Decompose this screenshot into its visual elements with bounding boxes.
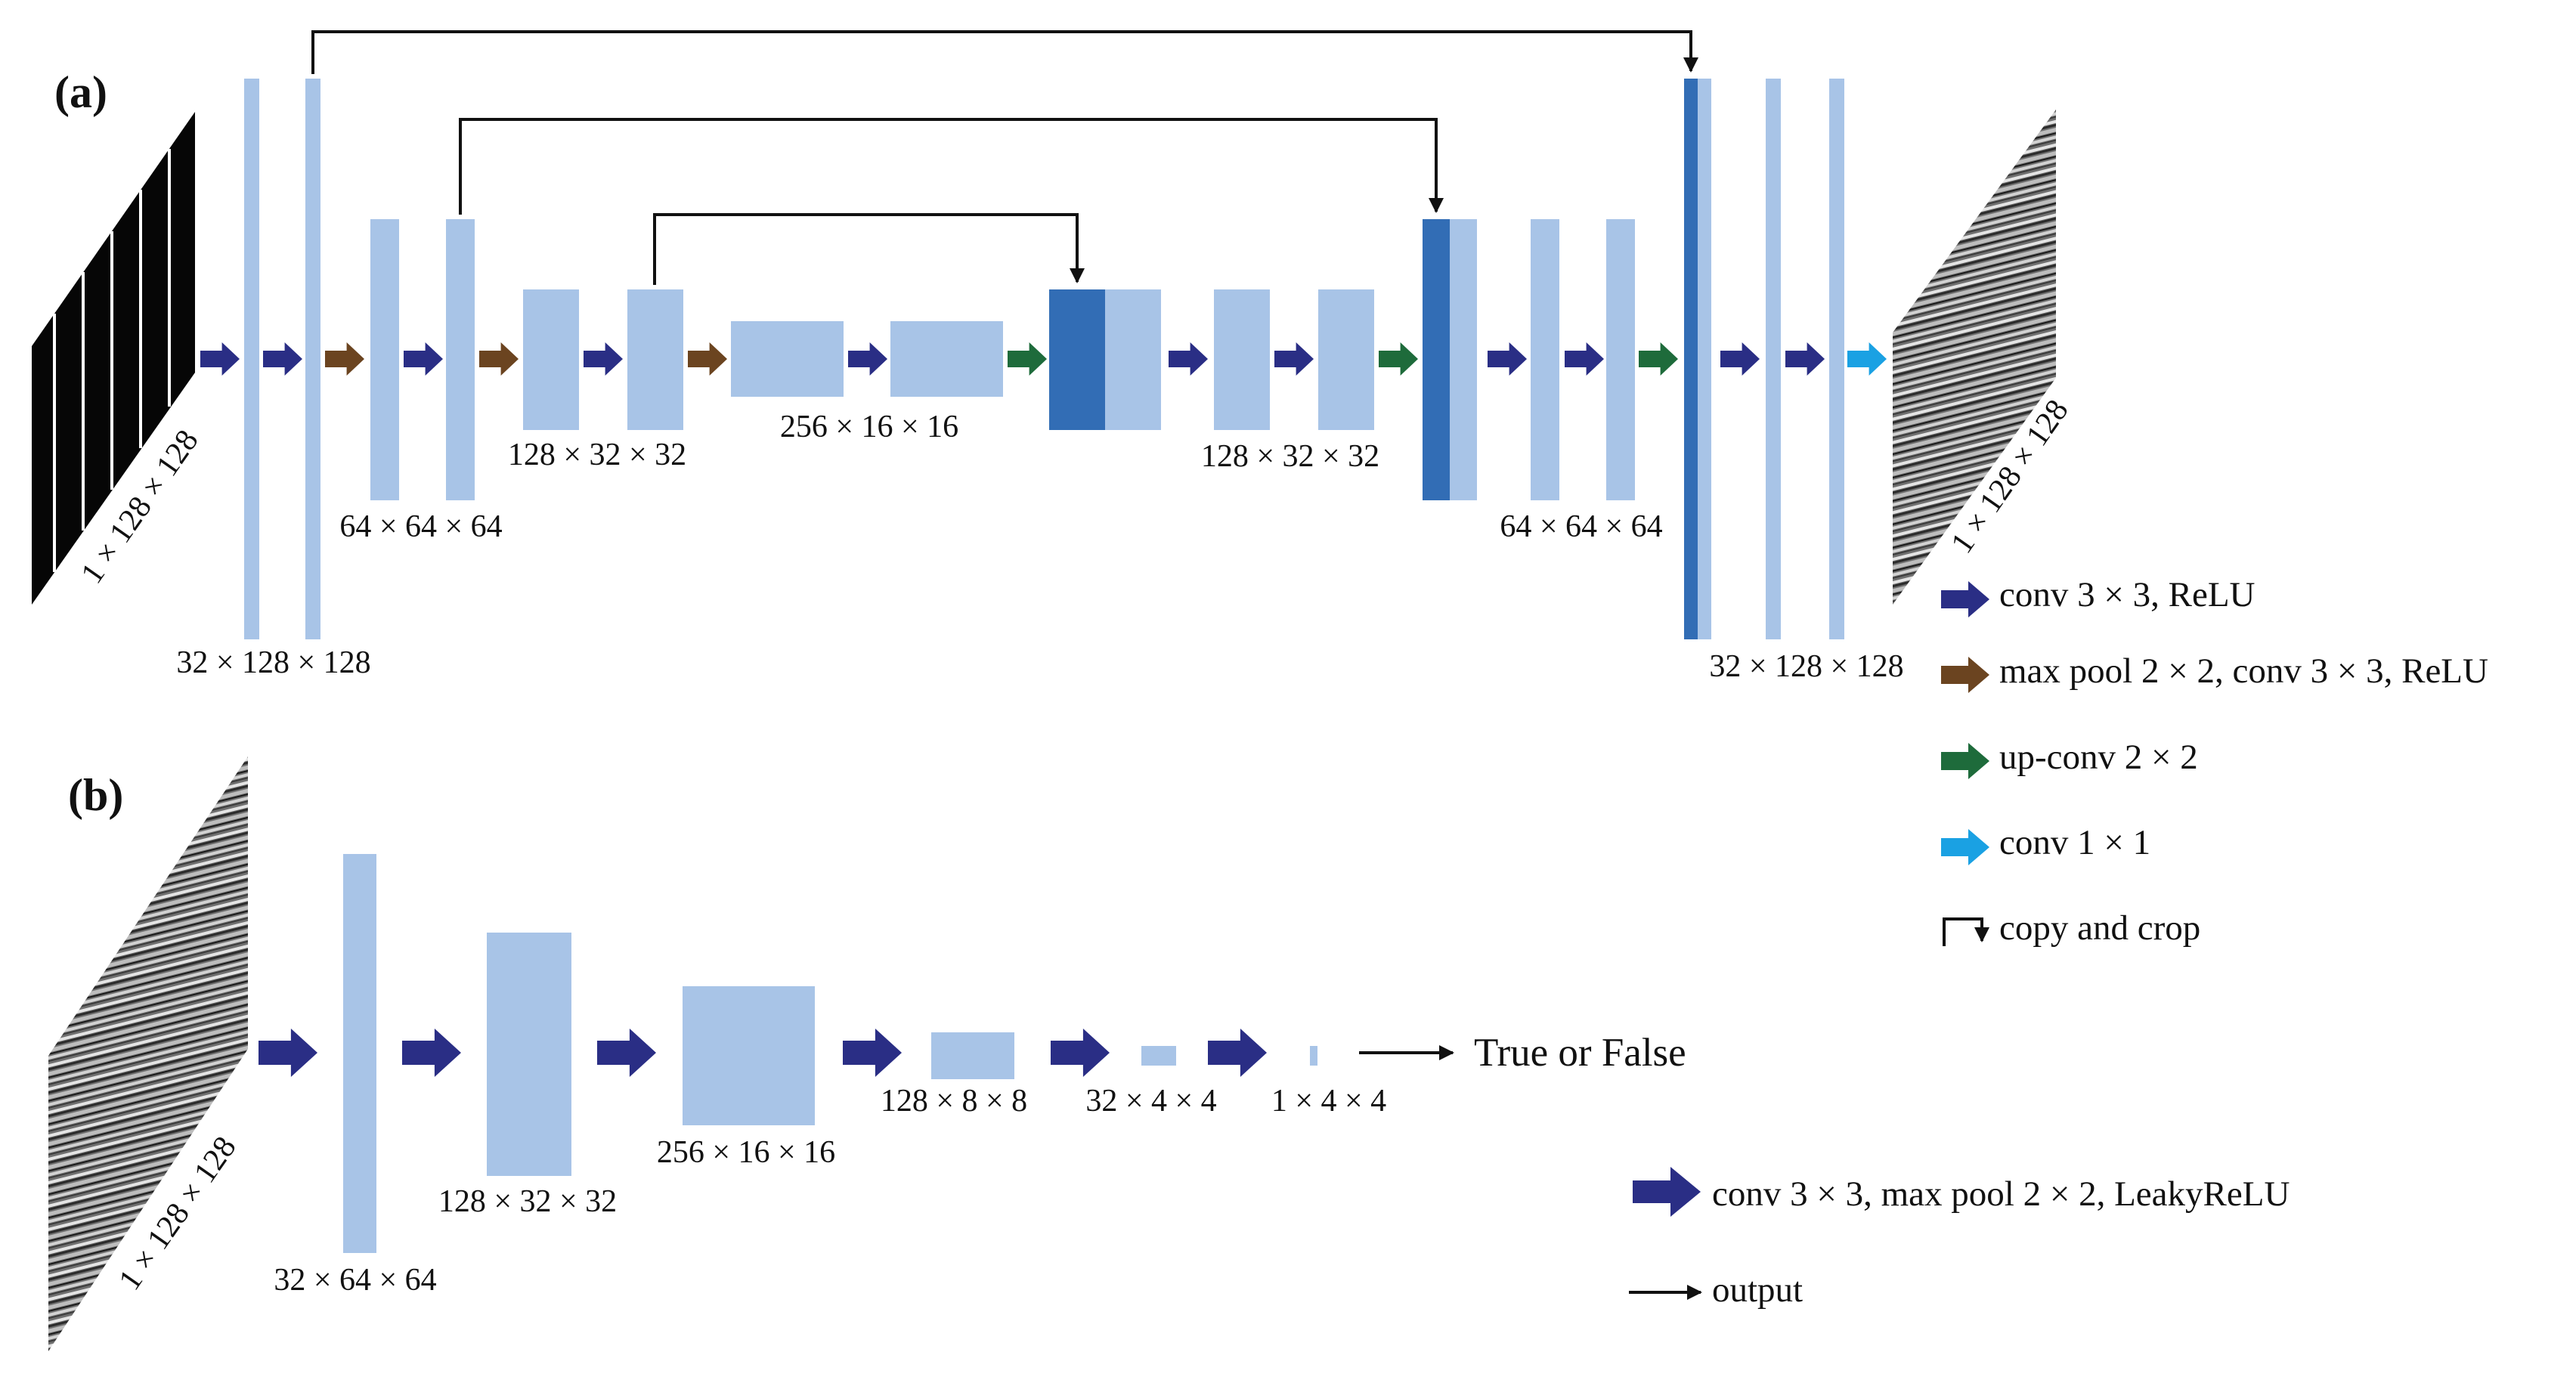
disc-feature-map-1 (343, 854, 376, 1253)
conv-arrow-icon-6 (584, 342, 623, 376)
feature-map-enc1b (305, 79, 320, 639)
feature-map-dec2a (1531, 219, 1559, 500)
conv-arrow-icon-16 (1720, 342, 1760, 376)
legend-conv-pool-label: conv 3 × 3, max pool 2 × 2, LeakyReLU (1712, 1174, 2290, 1214)
panel-b: (b) 1 × 128 × 128 32 × 64 × 64 128 × 32 … (48, 756, 2290, 1351)
input-seismic-image (48, 756, 248, 1351)
panel-b-operation-arrows (259, 1029, 1267, 1077)
input-mask-image (32, 112, 195, 605)
dec2-dim-label: 64 × 64 × 64 (1500, 509, 1662, 544)
upconv-feature-map-dec3 (1105, 289, 1161, 430)
feature-map-enc2a (370, 219, 399, 500)
conv-arrow-icon-1 (200, 342, 240, 376)
conv-pool-arrow-icon-6 (1208, 1029, 1267, 1077)
conv-pool-arrow-icon-1 (259, 1029, 317, 1077)
panel-a: (a) 1 × 128 × 128 32 × 128 × 128 64 × 64… (32, 30, 2488, 948)
legend-upconv-label: up-conv 2 × 2 (1999, 738, 2198, 777)
upconv-feature-map-dec1 (1698, 79, 1711, 639)
feature-map-enc3b (627, 289, 683, 430)
disc-dim-label-3: 256 × 16 × 16 (657, 1135, 835, 1170)
conv-pool-arrow-icon-3 (597, 1029, 656, 1077)
conv-arrow-icon-17 (1785, 342, 1825, 376)
disc-feature-map-3 (683, 986, 815, 1125)
dec1-dim-label: 32 × 128 × 128 (1709, 649, 1903, 684)
legend-output-label: output (1712, 1270, 1803, 1310)
upconv-arrow-icon-12 (1379, 342, 1418, 376)
legend-maxpool-label: max pool 2 × 2, conv 3 × 3, ReLU (1999, 651, 2488, 691)
legend-copy-crop-arrow-icon (1943, 917, 1989, 946)
upconv-arrow-icon-15 (1639, 342, 1678, 376)
legend-conv-label: conv 3 × 3, ReLU (1999, 575, 2255, 614)
result-label: True or False (1474, 1031, 1686, 1075)
legend-a: conv 3 × 3, ReLU max pool 2 × 2, conv 3 … (1941, 575, 2488, 948)
legend-conv-arrow-icon (1941, 581, 1989, 617)
feature-map-enc1a (244, 79, 259, 639)
feature-map-bottleneck-a (731, 321, 844, 397)
maxpool-arrow-icon-3 (325, 342, 364, 376)
panel-a-label: (a) (54, 67, 107, 117)
disc-dim-label-2: 128 × 32 × 32 (438, 1184, 617, 1219)
copy-crop-link-1 (311, 30, 1698, 74)
legend-conv1x1-label: conv 1 × 1 (1999, 823, 2150, 862)
feature-map-bottleneck-b (890, 321, 1003, 397)
disc-dim-label-4: 128 × 8 × 8 (881, 1084, 1027, 1118)
copied-feature-map-dec1 (1684, 79, 1698, 639)
conv-arrow-icon-8 (848, 342, 887, 376)
conv-arrow-icon-14 (1565, 342, 1604, 376)
disc-feature-map-5 (1141, 1046, 1176, 1066)
copy-crop-link-2 (459, 118, 1444, 215)
panel-a-operation-arrows (200, 342, 1887, 376)
feature-map-dec3a (1214, 289, 1270, 430)
legend-upconv-arrow-icon (1941, 743, 1989, 779)
feature-map-dec2b (1606, 219, 1635, 500)
enc3-dim-label: 128 × 32 × 32 (508, 438, 686, 472)
copy-crop-link-3 (653, 213, 1085, 285)
copied-feature-map-dec3 (1049, 289, 1105, 430)
conv-arrow-icon-2 (263, 342, 302, 376)
conv1x1-arrow-icon-18 (1847, 342, 1887, 376)
feature-map-enc3a (523, 289, 579, 430)
output-seismic-image (1893, 110, 2056, 605)
upconv-arrow-icon-9 (1008, 342, 1047, 376)
feature-map-dec1b (1829, 79, 1844, 639)
panel-b-label: (b) (68, 770, 123, 820)
disc-feature-map-6 (1310, 1046, 1317, 1066)
conv-pool-arrow-icon-2 (402, 1029, 461, 1077)
legend-conv1x1-arrow-icon (1941, 829, 1989, 865)
bottleneck-dim-label: 256 × 16 × 16 (780, 410, 958, 444)
legend-conv-pool-arrow-icon (1633, 1167, 1701, 1217)
conv-arrow-icon-11 (1274, 342, 1314, 376)
upconv-feature-map-dec2 (1450, 219, 1477, 500)
disc-dim-label-5: 32 × 4 × 4 (1085, 1084, 1216, 1118)
maxpool-arrow-icon-5 (479, 342, 519, 376)
conv-arrow-icon-4 (404, 342, 443, 376)
enc2-dim-label: 64 × 64 × 64 (339, 509, 502, 544)
feature-map-dec3b (1318, 289, 1374, 430)
legend-copy-label: copy and crop (1999, 908, 2200, 948)
conv-pool-arrow-icon-5 (1051, 1029, 1110, 1077)
feature-map-enc2b (446, 219, 475, 500)
maxpool-arrow-icon-7 (688, 342, 727, 376)
disc-feature-map-2 (487, 933, 571, 1176)
disc-dim-label-6: 1 × 4 × 4 (1271, 1084, 1386, 1118)
conv-arrow-icon-10 (1169, 342, 1208, 376)
enc1-dim-label: 32 × 128 × 128 (176, 645, 370, 680)
conv-arrow-icon-13 (1488, 342, 1527, 376)
disc-feature-map-4 (931, 1032, 1014, 1079)
disc-dim-label-1: 32 × 64 × 64 (274, 1263, 436, 1298)
legend-maxpool-arrow-icon (1941, 657, 1989, 693)
copied-feature-map-dec2 (1423, 219, 1450, 500)
feature-map-dec1a (1766, 79, 1781, 639)
conv-pool-arrow-icon-4 (843, 1029, 902, 1077)
legend-b: conv 3 × 3, max pool 2 × 2, LeakyReLU ou… (1629, 1167, 2290, 1310)
dec3-dim-label: 128 × 32 × 32 (1201, 439, 1379, 474)
